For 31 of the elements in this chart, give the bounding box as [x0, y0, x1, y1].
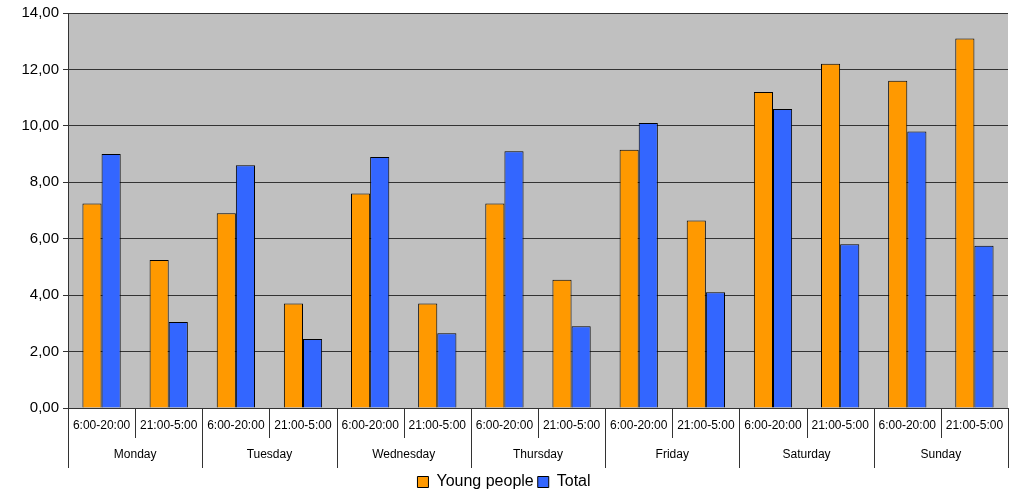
x-tick-label: 21:00-5:00: [677, 417, 735, 432]
y-tick-label: 8,00: [29, 172, 59, 190]
x-tick-label: 21:00-5:00: [408, 417, 467, 432]
legend-label: Total: [556, 472, 591, 490]
text: Saturday: [782, 447, 831, 462]
y-tick-label: 0,00: [29, 398, 59, 416]
y-tick-label: 10,00: [21, 116, 59, 133]
legend-label: Young people: [436, 472, 534, 490]
x-tick-label: 6:00-20:00: [878, 417, 937, 432]
x-tick-label: 6:00-20:00: [72, 417, 131, 432]
text: Wednesday: [372, 447, 436, 462]
y-tick-label: 2,00: [29, 341, 59, 359]
text: Thursday: [512, 447, 564, 462]
x-tick-label: 21:00-5:00: [542, 417, 601, 432]
x-tick-label: 21:00-5:00: [945, 417, 1004, 432]
x-tick-label: 6:00-20:00: [475, 417, 534, 432]
y-tick-label: 6,00: [29, 228, 59, 246]
x-tick-label: 21:00-5:00: [140, 417, 198, 432]
x-tick-label: 6:00-20:00: [341, 417, 400, 432]
x-tick-label: 6:00-20:00: [610, 417, 668, 432]
y-tick-label: 14,00: [21, 3, 59, 21]
x-tick-label: 21:00-5:00: [811, 417, 870, 432]
y-tick-label: 12,00: [21, 59, 59, 77]
text: Sunday: [920, 447, 962, 462]
text: Monday: [113, 447, 157, 462]
x-tick-label: 6:00-20:00: [744, 417, 803, 432]
x-tick-label: 21:00-5:00: [274, 417, 333, 432]
y-tick-label: 4,00: [29, 285, 59, 303]
text: Tuesday: [246, 447, 293, 462]
x-tick-label: 6:00-20:00: [207, 417, 265, 432]
text: Friday: [655, 447, 689, 462]
